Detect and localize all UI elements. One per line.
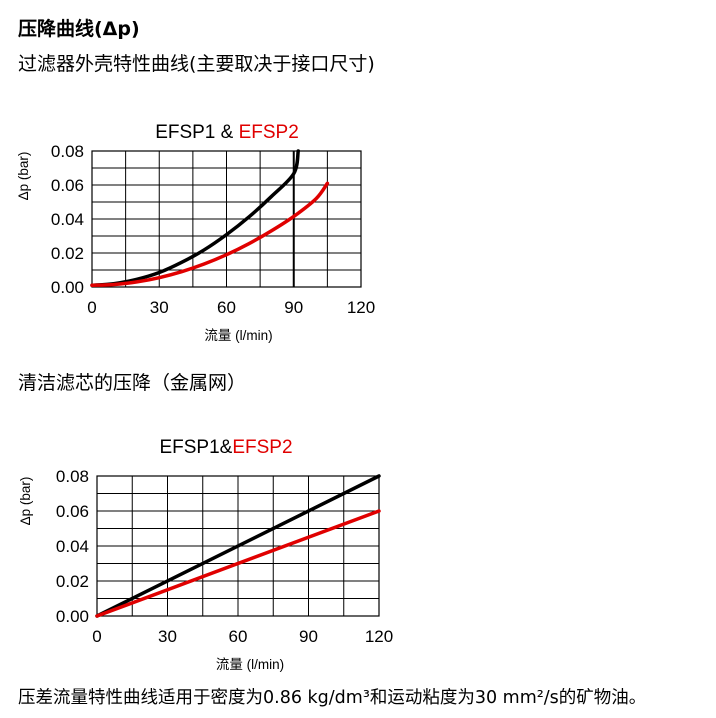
x-tick-label: 30: [150, 298, 169, 317]
section2-heading: 清洁滤芯的压降（金属网）: [18, 372, 247, 394]
chart-title-part: EFSP1&: [159, 437, 232, 458]
y-tick-label: 0.00: [51, 278, 84, 297]
footer-note: 压差流量特性曲线适用于密度为0.86 kg/dm³和运动粘度为30 mm²/s的…: [18, 688, 647, 708]
x-tick-label: 120: [365, 627, 393, 646]
y-tick-label: 0.04: [56, 537, 89, 556]
y-tick-label: 0.02: [51, 244, 84, 263]
x-tick-label: 0: [92, 627, 101, 646]
series-line-2: [95, 509, 381, 618]
x-axis-label: 流量 (l/min): [204, 328, 272, 343]
y-axis-label: Δp (bar): [16, 152, 31, 201]
x-tick-label: 90: [284, 298, 303, 317]
y-tick-label: 0.08: [51, 142, 84, 161]
series-line-2: [90, 181, 330, 288]
plot-frame: [96, 475, 380, 617]
y-tick-label: 0.08: [56, 467, 89, 486]
chart-1: EFSP1 & EFSP2 0.00 0.02 0.04 0.06 0.08 0 30 60 90…: [16, 122, 375, 343]
series-line-1: [95, 474, 381, 618]
y-tick-label: 0.04: [51, 210, 84, 229]
x-tick-label: 90: [299, 627, 318, 646]
x-tick-label: 0: [87, 298, 96, 317]
y-tick-label: 0.06: [56, 502, 89, 521]
y-axis-label: Δp (bar): [18, 477, 33, 526]
x-tick-label: 30: [158, 627, 177, 646]
plot-frame: [91, 150, 362, 288]
y-tick-label: 0.06: [51, 176, 84, 195]
grid: [91, 150, 362, 288]
y-tick-label: 0.02: [56, 572, 89, 591]
x-tick-label: 60: [229, 627, 248, 646]
chart-title-part: EFSP2: [239, 122, 299, 143]
main-title: 压降曲线(Δp): [18, 18, 140, 40]
chart-title-part: EFSP2: [232, 437, 292, 458]
main-subtitle: 过滤器外壳特性曲线(主要取决于接口尺寸): [18, 53, 375, 75]
x-axis-label: 流量 (l/min): [216, 657, 284, 672]
x-tick-label: 120: [347, 298, 375, 317]
chart-title: EFSP1 & EFSP2: [155, 122, 299, 143]
y-tick-label: 0.00: [56, 607, 89, 626]
x-tick-label: 60: [217, 298, 236, 317]
chart-title-part: EFSP1 &: [155, 122, 238, 143]
chart-2: EFSP1&EFSP2 0.00 0.02 0.04 0.06 0.08 0 30 60 90 12…: [18, 437, 393, 672]
series-line-1: [90, 149, 300, 288]
chart-title: EFSP1&EFSP2: [159, 437, 292, 458]
